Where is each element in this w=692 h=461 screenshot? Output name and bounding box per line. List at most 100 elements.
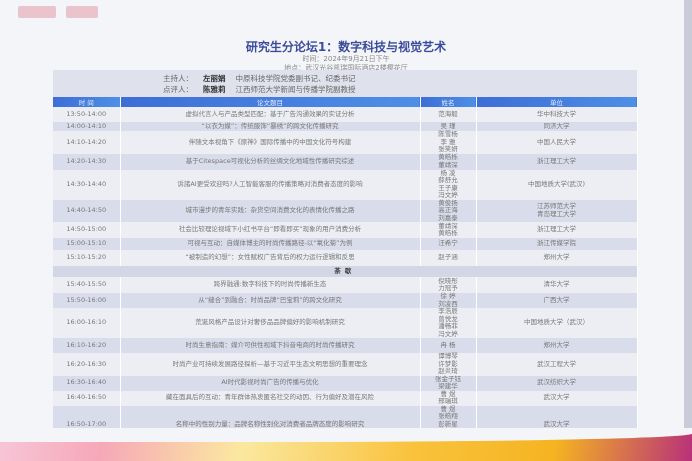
cell-names: 倪晓彤 力冠予 bbox=[420, 277, 477, 293]
cell-unit: 中国地质大学(武汉) bbox=[476, 169, 638, 200]
table-row: 14:50-15:00 社会比较理论视域下小红书平台“即看即买”现象的用户消费分析… bbox=[53, 222, 638, 238]
decorative-curve bbox=[0, 428, 692, 442]
cell-title: 可视与互动：自媒体博主的时尚传播路径-以“氧化菊”为例 bbox=[120, 238, 421, 250]
col-name: 姓名 bbox=[420, 97, 477, 107]
cell-unit: 江苏师范大学 青岛理工大学 bbox=[476, 199, 638, 222]
cell-unit: 武汉纺织大学 bbox=[476, 375, 638, 391]
cell-unit: 清华大学 bbox=[476, 277, 638, 293]
break-row: 茶歇 bbox=[53, 266, 638, 277]
cell-title: AI时代影视时尚广告的传播与优化 bbox=[120, 375, 421, 391]
cell-time: 16:00-16:10 bbox=[53, 308, 121, 338]
table-row: 15:10-15:20 “被制造的幻想”：女性赋权广告背后的权力运行逻辑和反思 赵子… bbox=[53, 250, 638, 266]
cell-names: 董靖深 黄皓栎 bbox=[420, 222, 477, 238]
cell-time: 15:50-16:00 bbox=[53, 293, 121, 308]
cell-names: 李浩辰 曾悦龙 潘畅菲 冯文婷 bbox=[420, 307, 477, 338]
table-header: 时 间 论文题目 姓名 单位 bbox=[53, 97, 638, 107]
cell-unit: 中国地质大学（武汉） bbox=[476, 308, 638, 338]
table-row: 14:40-14:50 城市漫步的青年实践：杂货空间消费文化的表情化传播之路 黄俊扬… bbox=[53, 199, 638, 222]
table-row: 14:00-14:10 “以衣为媒”：传统服饰“暴绣”的跨文化传播研究吴 瑾同济大… bbox=[53, 122, 638, 131]
cell-time: 15:40-15:50 bbox=[53, 277, 121, 293]
cell-title: 时尚产业可持续发展路径探析—基于习近平生态文明思想的重要理念 bbox=[120, 353, 421, 376]
cell-names: 黄皓栎 董靖深 bbox=[420, 153, 477, 170]
cell-time: 16:30-16:40 bbox=[53, 375, 121, 391]
cell-time: 14:10-14:20 bbox=[53, 131, 121, 154]
cell-title: 跨界融通:数字科技下的时尚传播新生态 bbox=[120, 277, 421, 293]
col-time: 时 间 bbox=[53, 97, 121, 107]
cell-title: 社会比较理论视域下小红书平台“即看即买”现象的用户消费分析 bbox=[120, 222, 421, 238]
cell-time: 15:00-15:10 bbox=[53, 238, 121, 250]
table-row: 16:10-16:20 时尚生意指南：媒介可供性视域下抖音电商的时尚传播研究冉 杨… bbox=[53, 338, 638, 353]
cell-title: 虚拟代言人与产品类型匹配：基于广告沟通效果的实证分析 bbox=[120, 107, 421, 122]
table-row: 14:30-14:40 诉諸AI更受欢迎吗?人工智能客服的传播策略对消费者态度的影… bbox=[53, 169, 638, 200]
reviewer-role: 江西师范大学新闻与传播学院副教授 bbox=[235, 85, 356, 94]
cell-names: 汪希宁 bbox=[420, 238, 477, 250]
table-row: 16:40-16:50 藏在面具后的互动：青年群体热衷匿名社交的动因、行为偏好及潜… bbox=[53, 390, 638, 406]
cell-title: 从“缝合”到融合：时尚品牌“巴宝莉”的跨文化研究 bbox=[120, 293, 421, 308]
host-line: 主持人： 左丽娟 中原科技学院党委副书记、纪委书记 bbox=[163, 73, 356, 84]
cell-unit: 华中科技大学 bbox=[476, 107, 638, 122]
cell-unit: 同济大学 bbox=[476, 122, 638, 131]
cell-time: 14:20-14:30 bbox=[53, 153, 121, 170]
table-row: 16:20-16:30 时尚产业可持续发展路径探析—基于习近平生态文明思想的重要理… bbox=[53, 352, 638, 376]
cell-names: 曹 煜 邢瑞琪 bbox=[420, 390, 477, 406]
cell-title: 荒诞风格产品设计对奢侈品品牌偏好的影响机制研究 bbox=[120, 308, 421, 338]
cell-title: 藏在面具后的互动：青年群体热衷匿名社交的动因、行为偏好及潜在风险 bbox=[120, 390, 421, 406]
cell-names: 黄俊扬 高正海 刘嘉泰 bbox=[420, 199, 477, 222]
cell-names: 陈雪杨 李 雅 张笑妍 bbox=[420, 130, 477, 154]
cell-time: 14:30-14:40 bbox=[53, 169, 121, 200]
col-title: 论文题目 bbox=[120, 97, 421, 107]
cell-names: 谭博琴 许梦影 赵炎琦 bbox=[420, 352, 477, 376]
time-line: 时间：2024年9月21日下午 bbox=[302, 55, 390, 63]
cell-title: “被制造的幻想”：女性赋权广告背后的权力运行逻辑和反思 bbox=[120, 250, 421, 266]
cell-names: 范海毅 bbox=[420, 107, 477, 122]
cell-time: 14:40-14:50 bbox=[53, 199, 121, 222]
cell-names: 赵子涵 bbox=[420, 250, 477, 266]
cell-unit: 郑州大学 bbox=[476, 338, 638, 353]
cell-time: 16:20-16:30 bbox=[53, 353, 121, 376]
cell-time: 16:10-16:20 bbox=[53, 338, 121, 353]
cell-title: 基于Citespace可视化分析的丝绸文化地域性传播研究综述 bbox=[120, 153, 421, 170]
cell-time: 14:00-14:10 bbox=[53, 122, 121, 131]
cell-unit: 郑州大学 bbox=[476, 250, 638, 266]
location-line: 地点：武汉光谷凯瑞国际酒店2楼樱花厅 bbox=[284, 64, 408, 72]
cell-unit: 广西大学 bbox=[476, 293, 638, 308]
table-row: 16:00-16:10 荒诞风格产品设计对奢侈品品牌偏好的影响机制研究 李浩辰 曾悦… bbox=[53, 307, 638, 338]
cell-time: 13:50-14:00 bbox=[53, 107, 121, 122]
table-row: 14:20-14:30 基于Citespace可视化分析的丝绸文化地域性传播研究综… bbox=[53, 153, 638, 170]
cell-time: 16:40-16:50 bbox=[53, 390, 121, 406]
cell-unit: 浙江传媒学院 bbox=[476, 238, 638, 250]
cell-names: 张金子钰 梁建华 bbox=[420, 375, 477, 391]
table-row: 14:10-14:20 伴随文本视角下《原神》国际传播中的中国文化符号构建 陈雪杨 … bbox=[53, 130, 638, 154]
page-title: 研究生分论坛1：数字科技与视觉艺术 bbox=[245, 40, 447, 54]
col-unit: 单位 bbox=[476, 97, 638, 107]
cell-names: 杨 凌 薛舒允 王子康 冯文婷 bbox=[420, 169, 477, 200]
cell-time: 15:10-15:20 bbox=[53, 250, 121, 266]
host-label: 主持人： bbox=[163, 74, 193, 83]
reviewer-label: 点评人： bbox=[163, 85, 193, 94]
cell-title: 城市漫步的青年实践：杂货空间消费文化的表情化传播之路 bbox=[120, 199, 421, 222]
reviewer-name: 陈雅莉 bbox=[203, 85, 226, 94]
table-row: 16:30-16:40 AI时代影视时尚广告的传播与优化 张金子钰 梁建华 武汉纺织大… bbox=[53, 375, 638, 391]
table-row: 15:00-15:10 可视与互动：自媒体博主的时尚传播路径-以“氧化菊”为例 汪希… bbox=[53, 238, 638, 250]
scrollbar[interactable] bbox=[684, 0, 692, 461]
cell-names: 吴 瑾 bbox=[420, 122, 477, 131]
table-row: 15:40-15:50 跨界融通:数字科技下的时尚传播新生态 倪晓彤 力冠予 清华大学 bbox=[53, 277, 638, 293]
cell-title: 诉諸AI更受欢迎吗?人工智能客服的传播策略对消费者态度的影响 bbox=[120, 169, 421, 200]
break-label: 茶歇 bbox=[53, 266, 638, 277]
cell-title: “以衣为媒”：传统服饰“暴绣”的跨文化传播研究 bbox=[120, 122, 421, 131]
host-role: 中原科技学院党委副书记、纪委书记 bbox=[235, 74, 356, 83]
host-box: 主持人： 左丽娟 中原科技学院党委副书记、纪委书记 点评人： 陈雅莉 江西师范大学新闻与… bbox=[53, 70, 637, 97]
reviewer-line: 点评人： 陈雅莉 江西师范大学新闻与传播学院副教授 bbox=[163, 84, 356, 95]
schedule-table: 时 间 论文题目 姓名 单位 13:50-14:00 虚拟代言人与产品类型匹配：基… bbox=[53, 97, 638, 457]
cell-unit: 浙江理工大学 bbox=[476, 153, 638, 170]
cell-unit: 浙江理工大学 bbox=[476, 222, 638, 238]
logo-right bbox=[66, 6, 98, 18]
cell-unit: 武汉工程大学 bbox=[476, 353, 638, 376]
cell-title: 时尚生意指南：媒介可供性视域下抖音电商的时尚传播研究 bbox=[120, 338, 421, 353]
cell-time: 14:50-15:00 bbox=[53, 222, 121, 238]
cell-unit: 中国人民大学 bbox=[476, 131, 638, 154]
host-name: 左丽娟 bbox=[203, 74, 226, 83]
logos bbox=[18, 6, 98, 18]
cell-names: 冉 杨 bbox=[420, 338, 477, 353]
cell-unit: 武汉大学 bbox=[476, 390, 638, 406]
